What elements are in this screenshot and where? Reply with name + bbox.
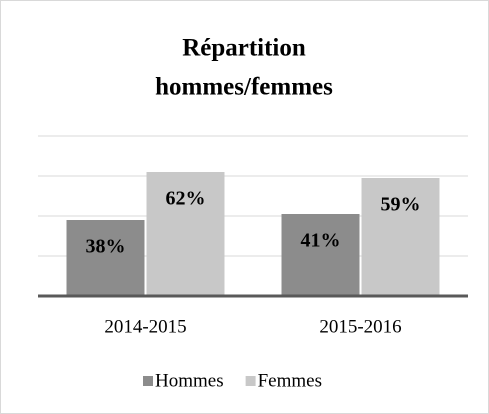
x-tick-label: 2014-2015 [104, 316, 186, 337]
legend-label: Hommes [155, 370, 224, 391]
legend-swatch [143, 376, 153, 386]
data-label: 41% [301, 230, 341, 252]
bar [66, 220, 145, 296]
data-label: 38% [86, 236, 126, 258]
x-tick-label: 2015-2016 [319, 316, 401, 337]
bar [361, 178, 440, 296]
bar [281, 214, 360, 296]
data-label: 62% [166, 188, 206, 210]
chart-title: hommes/femmes [155, 74, 333, 101]
bar [146, 172, 225, 296]
chart-title: Répartition [182, 35, 306, 62]
legend-swatch [245, 376, 256, 386]
data-label: 59% [381, 194, 421, 216]
legend-label: Femmes [258, 370, 322, 391]
